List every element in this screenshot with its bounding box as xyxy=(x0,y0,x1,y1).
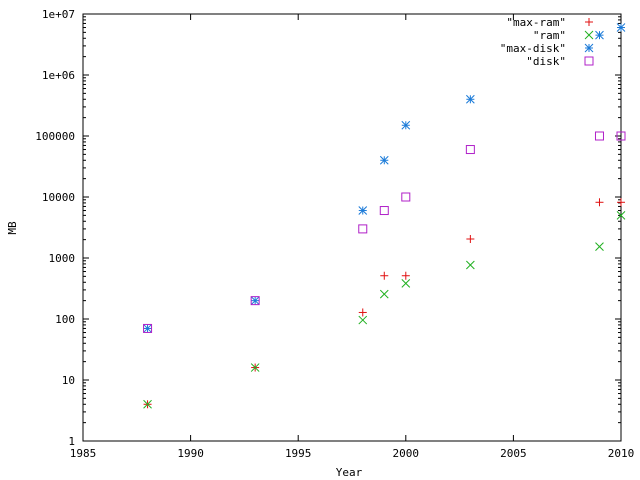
x-tick-label: 2005 xyxy=(500,447,527,460)
data-point xyxy=(358,206,368,215)
data-point xyxy=(358,308,367,317)
y-tick-label: 10000 xyxy=(42,191,75,204)
y-tick-label: 1e+07 xyxy=(42,8,75,21)
y-tick-label: 1 xyxy=(68,435,75,448)
data-point xyxy=(379,289,389,299)
data-point xyxy=(594,131,604,141)
data-point xyxy=(143,324,152,333)
series-1 xyxy=(143,211,626,409)
series-3 xyxy=(143,131,626,333)
data-point xyxy=(401,192,411,202)
x-axis-label: Year xyxy=(336,466,363,479)
y-tick-label: 1e+06 xyxy=(42,69,75,82)
data-point xyxy=(380,271,389,280)
legend-marker xyxy=(584,43,594,53)
data-point xyxy=(401,279,411,288)
y-tick-label: 100000 xyxy=(35,130,75,143)
data-point xyxy=(250,296,260,306)
data-point xyxy=(616,131,626,141)
data-point xyxy=(595,242,604,251)
data-point xyxy=(250,363,260,372)
data-point xyxy=(616,23,626,32)
data-point xyxy=(358,224,368,234)
series-0 xyxy=(143,198,625,409)
series-2 xyxy=(143,23,626,333)
data-point xyxy=(595,198,604,207)
data-point xyxy=(466,94,475,104)
data-point xyxy=(466,260,475,270)
data-point xyxy=(379,155,389,165)
data-point xyxy=(401,120,411,130)
y-tick-label: 100 xyxy=(55,313,75,326)
data-point xyxy=(250,296,260,305)
legend-marker xyxy=(585,18,593,26)
data-point xyxy=(595,30,604,40)
data-point xyxy=(358,315,368,325)
data-point xyxy=(466,235,475,244)
legend-label: "ram" xyxy=(533,29,566,42)
legend-marker xyxy=(584,56,594,66)
data-point xyxy=(143,323,153,333)
data-point xyxy=(465,145,475,155)
legend-label: "max-disk" xyxy=(500,42,566,55)
x-tick-label: 1985 xyxy=(70,447,97,460)
legend-label: "max-ram" xyxy=(506,16,566,29)
x-tick-label: 2010 xyxy=(608,447,635,460)
data-point xyxy=(616,211,626,220)
legend-label: "disk" xyxy=(526,55,566,68)
data-point xyxy=(617,198,625,207)
data-point xyxy=(401,271,410,280)
y-tick-label: 10 xyxy=(62,374,75,387)
data-point xyxy=(143,399,152,409)
x-tick-label: 1995 xyxy=(285,447,312,460)
y-axis-label: MB xyxy=(6,221,19,235)
data-point xyxy=(379,206,389,216)
x-tick-label: 2000 xyxy=(393,447,420,460)
plot-frame xyxy=(82,13,622,442)
x-tick-label: 1990 xyxy=(177,447,204,460)
legend-marker xyxy=(584,30,594,40)
y-tick-label: 1000 xyxy=(49,252,76,265)
